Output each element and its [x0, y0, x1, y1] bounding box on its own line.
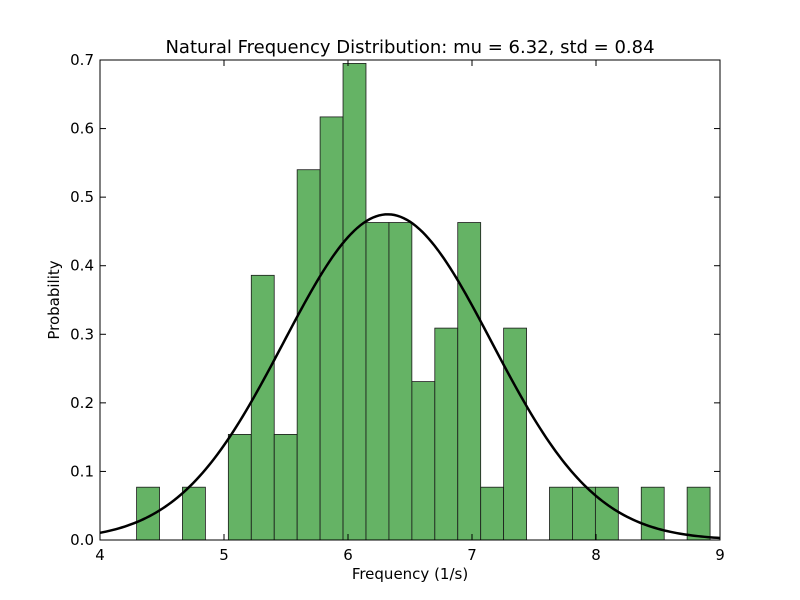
histogram-bar [457, 222, 482, 541]
x-axis-label: Frequency (1/s) [352, 565, 468, 583]
x-axis-ticks: 4 5 6 7 8 9 [95, 60, 725, 564]
x-tick-label: 4 [95, 546, 105, 564]
y-tick-label: 0.5 [70, 188, 94, 206]
y-tick-label: 0.0 [70, 531, 94, 549]
normal-fit-curve [99, 213, 721, 540]
histogram-bar [296, 169, 321, 541]
histogram-bar [319, 116, 344, 541]
histogram-bar [434, 327, 459, 541]
x-tick-label: 6 [343, 546, 353, 564]
histogram-bar [480, 486, 505, 541]
histogram-bar [549, 486, 573, 541]
histogram-bar [273, 433, 298, 541]
histogram-bar [686, 486, 711, 541]
histogram-bar [594, 486, 619, 541]
y-tick-label: 0.3 [70, 325, 94, 343]
y-tick-label: 0.2 [70, 394, 94, 412]
x-tick-label: 7 [467, 546, 477, 564]
histogram-bar [572, 486, 596, 541]
histogram-bar [227, 433, 252, 541]
y-axis-ticks: 0.0 0.1 0.2 0.3 0.4 0.5 0.6 0.7 [70, 51, 720, 549]
x-tick-label: 8 [591, 546, 601, 564]
histogram-bar [365, 222, 390, 541]
x-tick-label: 5 [219, 546, 229, 564]
histogram-bar [411, 381, 436, 541]
x-tick-label: 9 [715, 546, 725, 564]
histogram-bar [503, 327, 527, 541]
histogram-bar [640, 486, 665, 541]
y-axis-label: Probability [45, 260, 63, 339]
plot-frame [99, 59, 721, 541]
y-tick-label: 0.6 [70, 120, 94, 138]
y-tick-label: 0.4 [70, 257, 94, 275]
chart-title: Natural Frequency Distribution: mu = 6.3… [165, 37, 654, 58]
y-tick-label: 0.7 [70, 51, 94, 69]
histogram-bar [388, 222, 413, 541]
histogram-bar [250, 274, 275, 541]
histogram-bar [182, 486, 206, 541]
bars-group [136, 63, 711, 541]
y-tick-label: 0.1 [70, 462, 94, 480]
histogram-bar [342, 63, 367, 541]
